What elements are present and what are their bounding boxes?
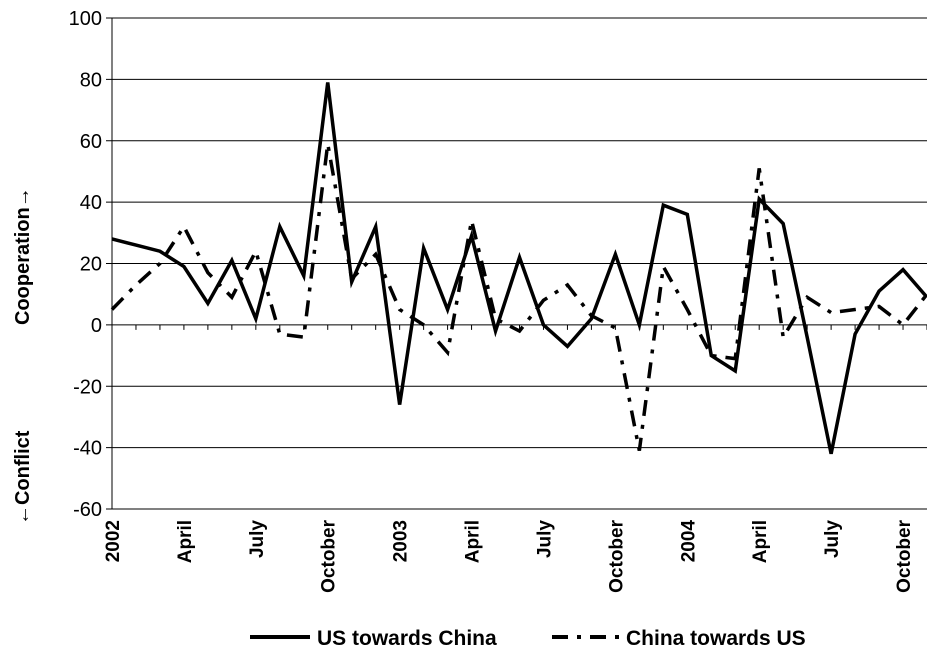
y-tick-label: -40 [73,438,102,460]
legend-label-us-towards-china: US towards China [317,627,497,650]
legend-label-china-towards-us: China towards US [626,627,806,650]
y-tick-label: 40 [80,192,102,214]
series-lines [110,82,927,455]
y-tick-label: 0 [91,315,102,337]
x-tick-label: July [247,520,268,558]
legend: US towards China China towards US [250,627,806,650]
x-tick-label: 2002 [103,520,124,562]
y-tick-label: 80 [80,69,102,91]
x-tick-label: 2003 [391,520,412,562]
x-tick-label: April [175,520,196,563]
y-tick-labels: -60 -40 -20 0 20 40 60 80 100 [69,8,102,521]
x-tick-label: April [463,520,484,563]
x-tick-label: October [319,519,340,592]
x-tick-label: April [750,520,771,563]
x-tick-label: October [894,519,915,592]
x-tick-label: October [606,519,627,592]
x-tick-label: July [534,520,555,558]
y-tick-label: -60 [73,499,102,521]
x-tick-labels: 2002 April July October 2003 April July October… [103,519,915,592]
series-line-china-towards-us [110,143,927,452]
x-tick-label: 2004 [678,520,699,563]
y-tick-label: 60 [80,131,102,153]
y-tick-label: 20 [80,254,102,276]
y-axis-label-conflict: ←Conflict [12,430,34,525]
series-line-us-towards-china [111,82,927,455]
y-tick-label: 100 [69,8,102,30]
x-tick-label: July [822,520,843,558]
y-axis-label-cooperation: Cooperation→ [12,187,34,325]
y-tick-label: -20 [73,376,102,398]
